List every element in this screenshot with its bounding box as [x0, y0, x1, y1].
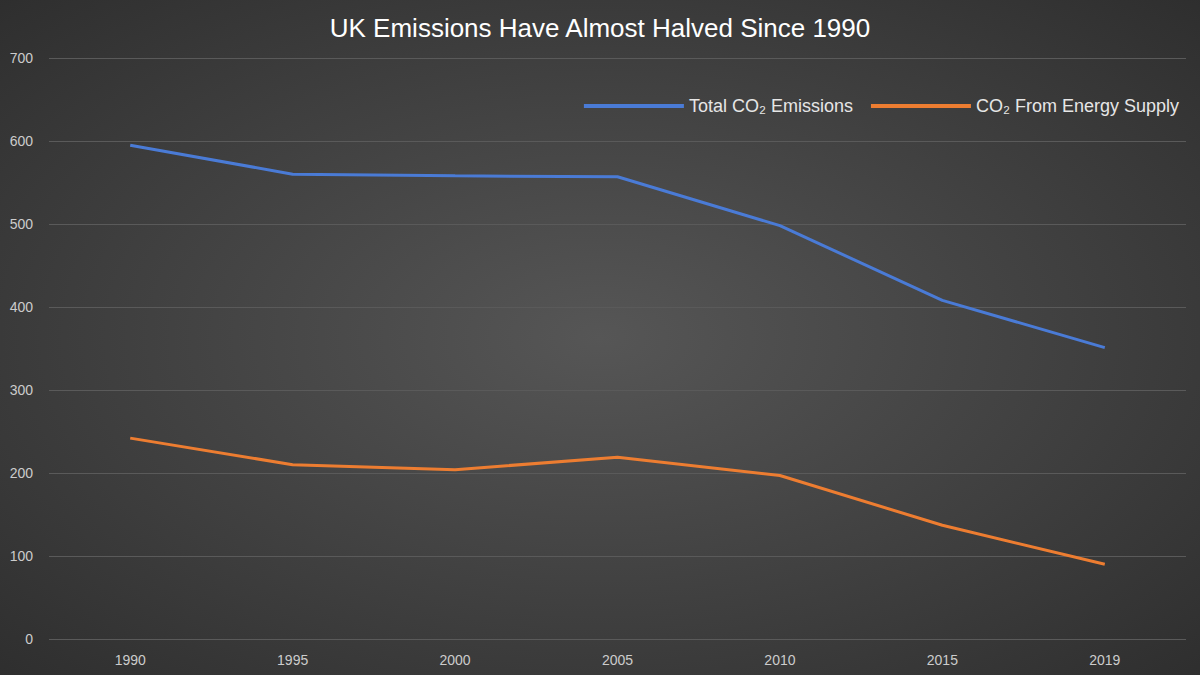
svg-text:2005: 2005	[602, 652, 633, 668]
svg-text:2015: 2015	[927, 652, 958, 668]
svg-text:1995: 1995	[277, 652, 308, 668]
svg-text:0: 0	[25, 631, 33, 647]
svg-text:UK Emissions Have Almost Halve: UK Emissions Have Almost Halved Since 19…	[330, 13, 870, 43]
svg-text:200: 200	[10, 465, 34, 481]
svg-text:500: 500	[10, 216, 34, 232]
svg-text:CO₂ From Energy Supply: CO₂ From Energy Supply	[976, 96, 1179, 116]
svg-text:2019: 2019	[1089, 652, 1120, 668]
svg-text:1990: 1990	[115, 652, 146, 668]
svg-text:300: 300	[10, 382, 34, 398]
svg-text:600: 600	[10, 133, 34, 149]
svg-text:100: 100	[10, 548, 34, 564]
svg-text:700: 700	[10, 50, 34, 66]
svg-text:400: 400	[10, 299, 34, 315]
svg-text:Total CO₂ Emissions: Total CO₂ Emissions	[689, 96, 853, 116]
svg-text:2000: 2000	[439, 652, 470, 668]
svg-text:2010: 2010	[764, 652, 795, 668]
